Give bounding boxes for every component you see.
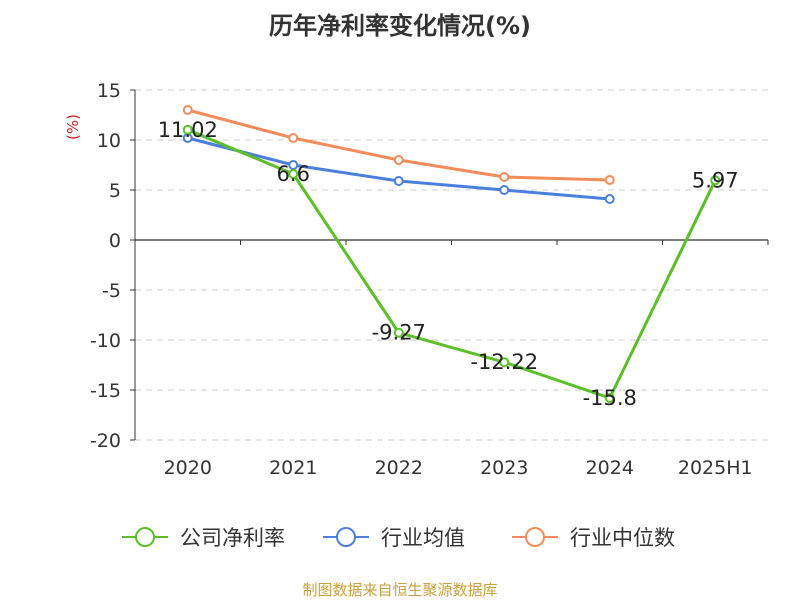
data-point — [288, 133, 299, 143]
x-tick-label: 2024 — [586, 457, 634, 479]
x-tick-label: 2021 — [269, 457, 317, 479]
series-line — [187, 108, 610, 182]
y-tick-label: 15 — [97, 80, 121, 102]
legend-label: 行业均值 — [381, 526, 465, 550]
legend-label: 行业中位数 — [570, 526, 675, 550]
data-point — [393, 155, 404, 165]
legend-marker — [135, 527, 155, 547]
data-point — [393, 327, 404, 338]
data-point — [499, 185, 510, 195]
source-note: 制图数据来自恒生聚源数据库 — [302, 581, 498, 599]
data-labels: 11.02 6.6 -9.27 -12.22 -15.8 5.97 — [158, 118, 739, 410]
y-tick-label: -20 — [90, 430, 121, 452]
data-point — [604, 175, 615, 185]
series-points — [182, 105, 721, 403]
data-label: -12.22 — [470, 350, 538, 374]
y-tick-label: 10 — [97, 130, 121, 152]
data-point — [393, 176, 404, 186]
data-point — [710, 175, 721, 186]
x-tick-label: 2025H1 — [678, 457, 753, 479]
x-tick-label: 2023 — [480, 457, 528, 479]
legend-label: 公司净利率 — [180, 526, 285, 550]
y-tick-label: -10 — [90, 330, 121, 352]
data-point — [288, 169, 299, 179]
x-tick-label: 2022 — [375, 457, 423, 479]
axes: 15 10 5 0 -5 -10 -15 -20 2020 2021 2022 2023 2024 202… — [64, 80, 769, 479]
chart-title: 历年净利率变化情况(%) — [269, 12, 531, 40]
data-point — [182, 105, 193, 115]
x-tick-label: 2020 — [164, 457, 212, 479]
y-tick-label: 0 — [109, 230, 121, 252]
data-point — [499, 357, 510, 368]
data-label: -15.8 — [583, 386, 637, 410]
data-point — [604, 393, 615, 403]
series-lines — [187, 108, 717, 400]
data-label: -9.27 — [372, 321, 426, 345]
data-label: 6.6 — [277, 162, 310, 186]
legend-marker — [336, 527, 356, 547]
legend-marker — [525, 527, 545, 547]
data-point — [182, 124, 193, 135]
data-label: 5.97 — [692, 168, 739, 192]
y-tick-label: -5 — [102, 280, 121, 302]
y-tick-label: -15 — [90, 380, 121, 402]
data-point — [604, 194, 615, 204]
y-tick-label: 5 — [109, 180, 121, 202]
legend: 公司净利率 行业均值 行业中位数 — [122, 526, 675, 550]
data-label: 11.02 — [158, 118, 218, 142]
y-axis-label: (%) — [64, 114, 82, 140]
data-point — [499, 172, 510, 182]
series-line — [187, 128, 717, 400]
